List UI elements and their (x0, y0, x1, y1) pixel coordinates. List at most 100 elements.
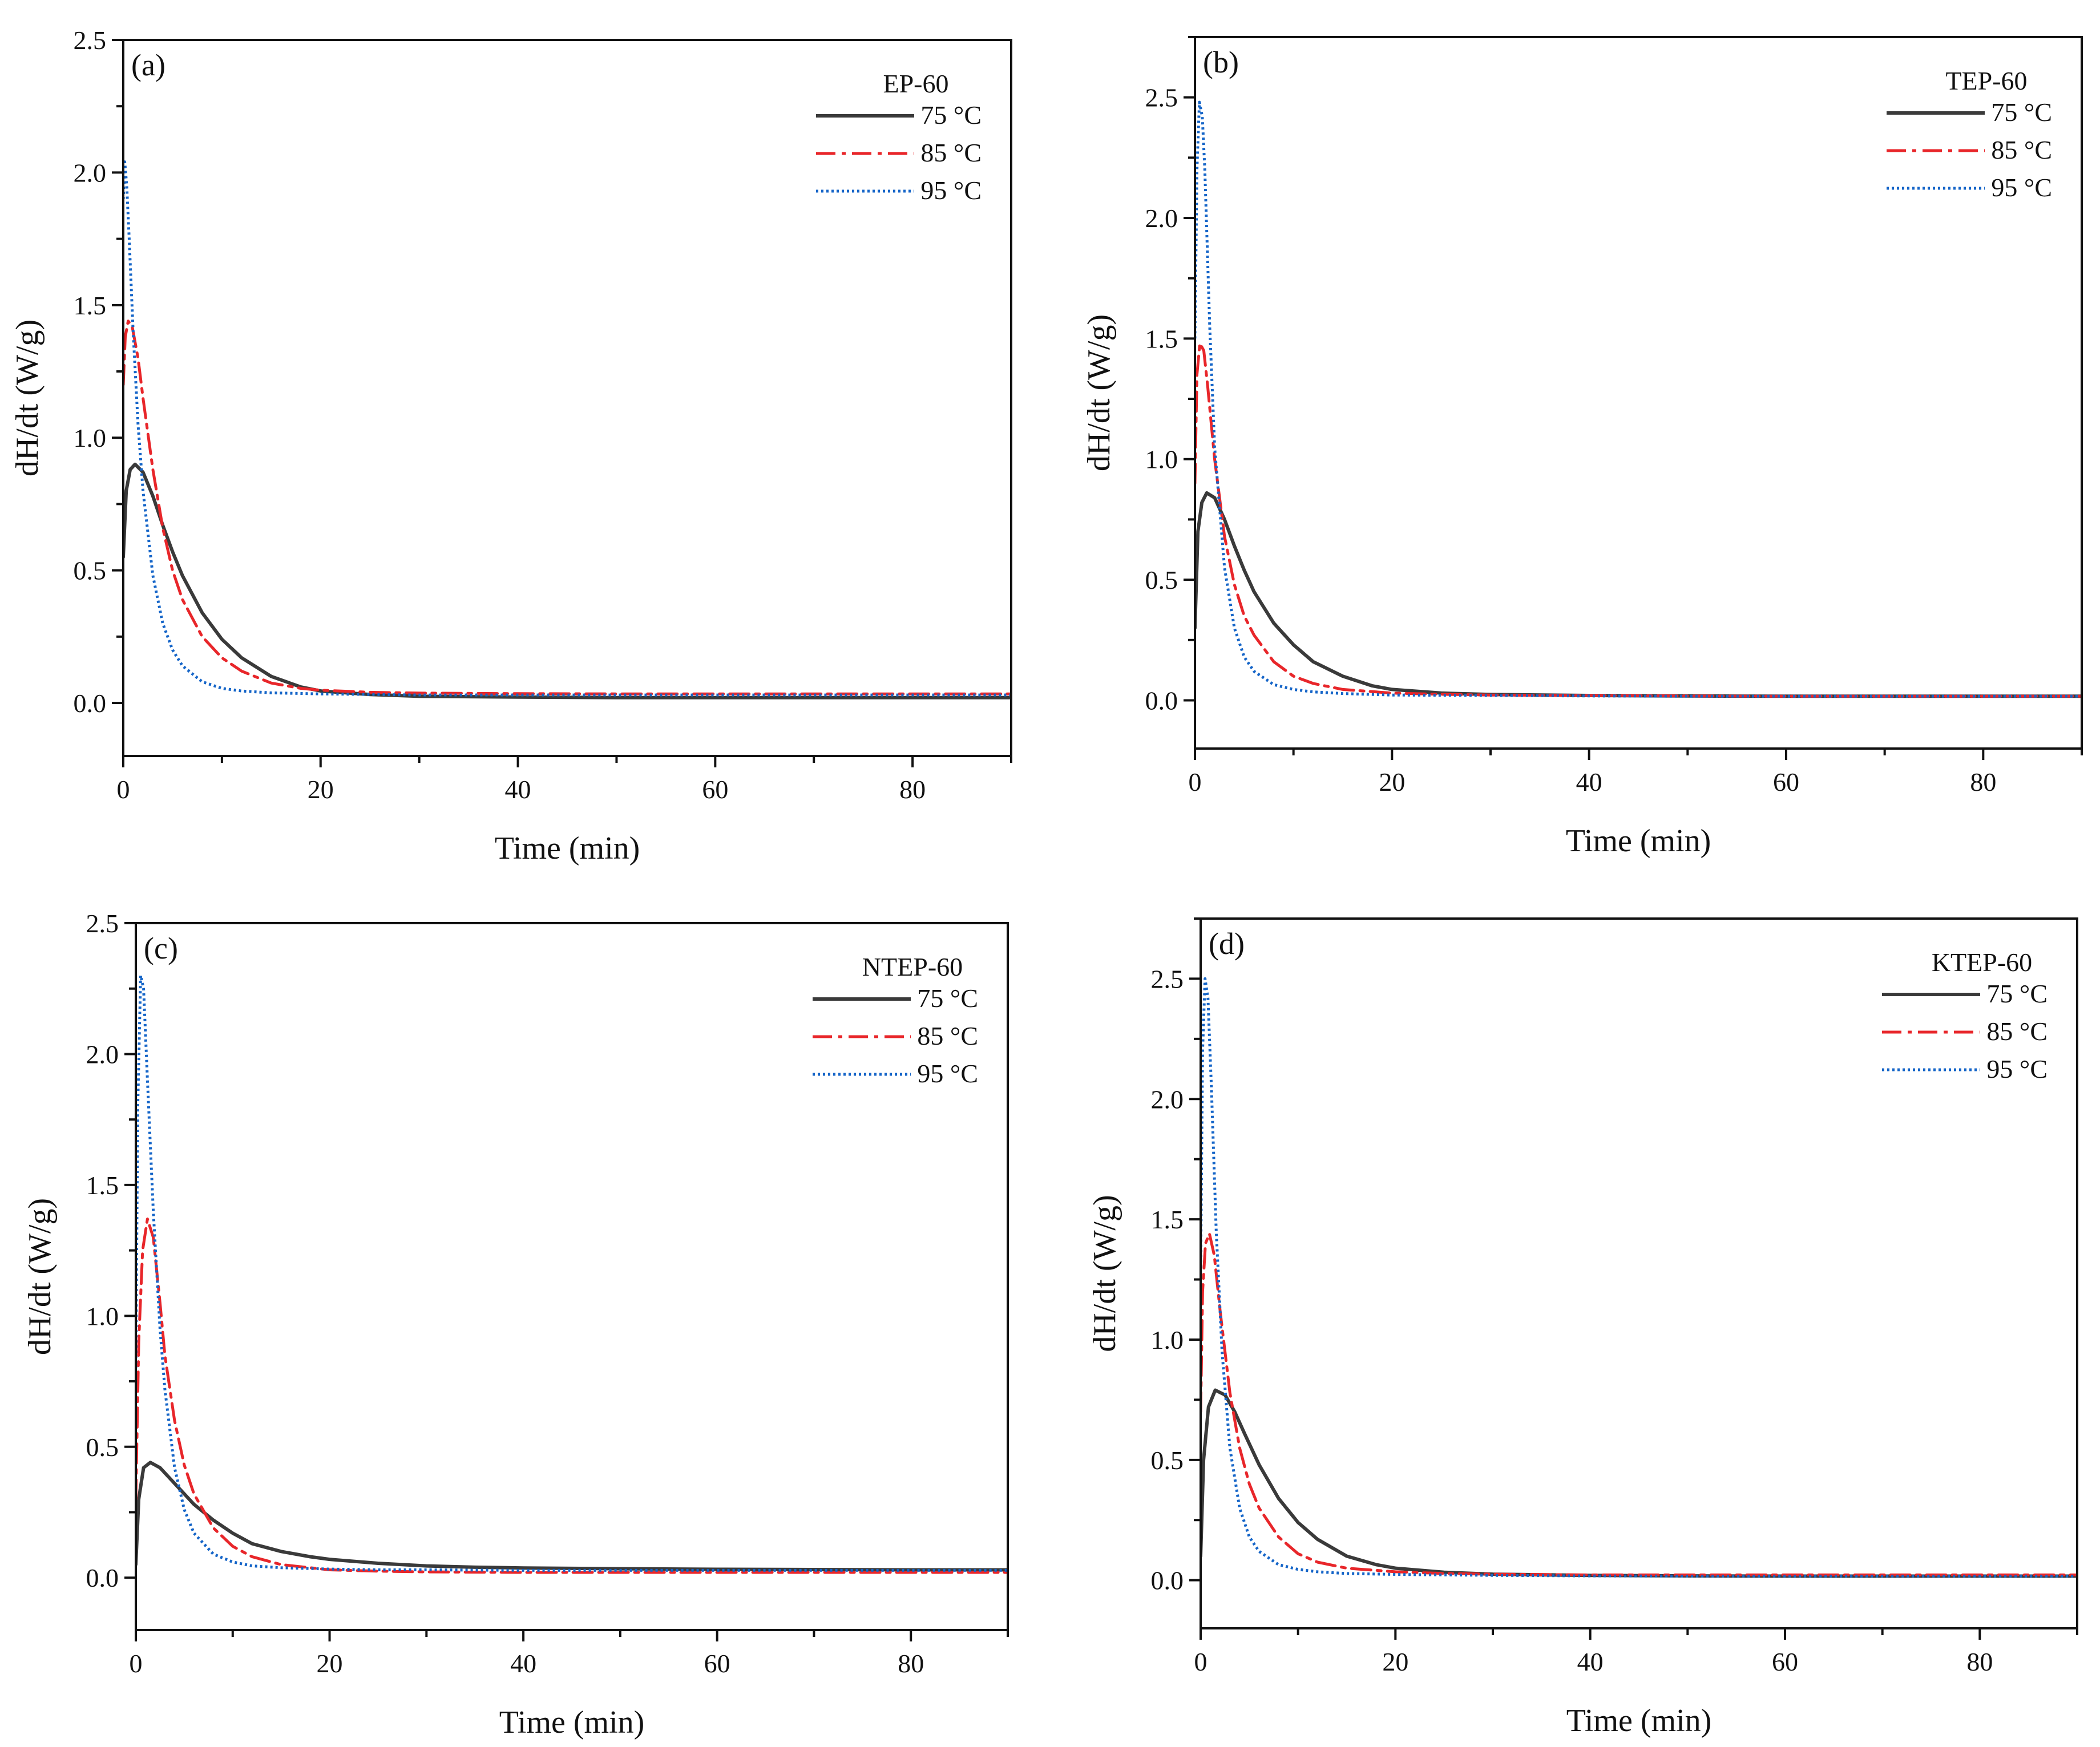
y-tick-label: 1.5 (86, 1171, 119, 1200)
x-tick-label: 0 (1189, 767, 1202, 796)
x-tick-label: 0 (130, 1649, 143, 1678)
legend-label: 95 °C (1991, 173, 2052, 202)
panel-label: (d) (1209, 927, 1245, 961)
series-line (1195, 342, 2082, 698)
x-tick-label: 20 (1382, 1647, 1408, 1676)
y-axis-title: dH/dt (W/g) (22, 1198, 58, 1355)
series-line (136, 1461, 1008, 1572)
y-tick-label: 2.5 (74, 26, 107, 55)
x-axis-title: Time (min) (499, 1705, 645, 1740)
x-tick-label: 20 (308, 775, 334, 804)
legend-title: EP-60 (883, 69, 949, 98)
y-tick-label: 1.5 (74, 291, 107, 320)
x-tick-label: 60 (1772, 1647, 1798, 1676)
y-tick-label: 2.0 (86, 1040, 119, 1069)
plot-frame (122, 39, 1012, 757)
series-lines (1195, 100, 2082, 698)
legend-label: 75 °C (1991, 98, 2052, 127)
plot-frame (1194, 36, 2083, 750)
legend-label: 85 °C (1991, 135, 2052, 164)
y-tick-label: 2.0 (74, 158, 107, 187)
x-tick-label: 40 (510, 1649, 536, 1678)
plot-frame (1200, 917, 2078, 1629)
x-axis-title: Time (min) (1566, 1703, 1712, 1738)
x-tick-label: 60 (702, 775, 728, 804)
legend-label: 75 °C (917, 984, 978, 1013)
series-lines (1201, 977, 2077, 1578)
legend-label: 95 °C (920, 176, 982, 205)
chart-panel: 0 20 40 60 80 0.0 0.5 1.0 1.5 2.0 2.5 Time (min) dH/… (10, 26, 1012, 866)
legend-label: 95 °C (917, 1059, 978, 1088)
legend-title: TEP-60 (1945, 66, 2027, 95)
y-tick-label: 0.0 (86, 1563, 119, 1592)
y-tick-label: 0.0 (74, 689, 107, 718)
y-tick-label: 0.0 (1145, 686, 1178, 715)
series-line (1195, 491, 2082, 698)
x-tick-label: 0 (117, 775, 130, 804)
legend-label: 85 °C (1986, 1017, 2048, 1046)
legend-label: 85 °C (920, 138, 982, 167)
y-tick-label: 1.0 (1151, 1325, 1184, 1354)
series-line (136, 1218, 1008, 1574)
y-axis-title: dH/dt (W/g) (1081, 314, 1117, 471)
x-tick-label: 20 (317, 1649, 343, 1678)
series-lines (136, 974, 1008, 1574)
y-axis-title: dH/dt (W/g) (1087, 1195, 1122, 1352)
y-tick-label: 0.5 (1151, 1446, 1184, 1475)
series-line (123, 160, 1011, 697)
series-line (1201, 977, 2077, 1578)
chart-panel: 0 20 40 60 80 0.0 0.5 1.0 1.5 2.0 2.5 Time (min) dH/… (1087, 917, 2078, 1738)
y-axis-title: dH/dt (W/g) (10, 320, 45, 476)
y-tick-label: 1.0 (1145, 445, 1178, 474)
x-tick-label: 40 (505, 775, 531, 804)
legend: TEP-60 75 °C 85 °C 95 °C (1887, 66, 2052, 202)
y-tick-label: 2.5 (86, 909, 119, 938)
y-tick-label: 1.5 (1151, 1205, 1184, 1234)
y-tick-label: 0.5 (1145, 565, 1178, 595)
legend: NTEP-60 75 °C 85 °C 95 °C (813, 952, 978, 1088)
plot-frame (135, 922, 1009, 1631)
legend-title: KTEP-60 (1932, 948, 2032, 977)
x-tick-label: 80 (1970, 767, 1996, 796)
y-tick-label: 2.5 (1145, 83, 1178, 112)
panel-label: (c) (144, 931, 178, 965)
x-tick-label: 80 (899, 775, 926, 804)
y-tick-label: 2.0 (1145, 204, 1178, 233)
x-axis-title: Time (min) (1566, 823, 1711, 859)
series-line (1195, 100, 2082, 698)
x-axis-title: Time (min) (495, 831, 640, 866)
x-tick-label: 60 (1773, 767, 1799, 796)
x-tick-label: 80 (1966, 1647, 1993, 1676)
chart-panel: 0 20 40 60 80 0.0 0.5 1.0 1.5 2.0 2.5 Time (min) dH/… (22, 909, 1009, 1740)
y-tick-label: 1.0 (86, 1301, 119, 1331)
series-line (123, 320, 1011, 695)
x-tick-label: 40 (1576, 767, 1602, 796)
legend-label: 85 °C (917, 1021, 978, 1050)
series-line (1201, 1232, 2077, 1576)
legend-label: 75 °C (1986, 979, 2048, 1008)
x-tick-label: 60 (704, 1649, 730, 1678)
x-tick-label: 80 (898, 1649, 924, 1678)
legend-label: 75 °C (920, 100, 982, 130)
y-tick-label: 0.5 (74, 556, 107, 585)
y-tick-label: 0.0 (1151, 1566, 1184, 1595)
y-tick-label: 1.5 (1145, 324, 1178, 353)
series-lines (123, 160, 1011, 699)
chart-panel: 0 20 40 60 80 0.0 0.5 1.0 1.5 2.0 2.5 Time (min) dH/… (1081, 36, 2083, 859)
series-line (136, 974, 1008, 1572)
y-tick-label: 0.5 (86, 1433, 119, 1462)
y-tick-label: 2.5 (1151, 964, 1184, 993)
legend-title: NTEP-60 (862, 952, 963, 981)
series-line (1201, 1388, 2077, 1578)
x-tick-label: 40 (1577, 1647, 1604, 1676)
panel-label: (a) (131, 48, 165, 82)
x-tick-label: 20 (1379, 767, 1405, 796)
legend-label: 95 °C (1986, 1054, 2048, 1083)
series-line (123, 462, 1011, 699)
y-tick-label: 2.0 (1151, 1085, 1184, 1114)
panel-label: (b) (1203, 45, 1239, 79)
x-tick-label: 0 (1194, 1647, 1208, 1676)
